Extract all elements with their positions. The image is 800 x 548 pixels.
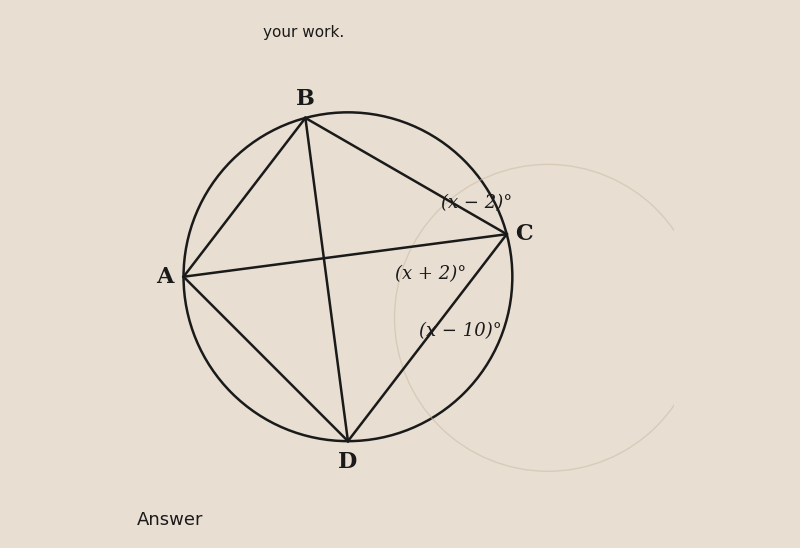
Text: C: C (515, 223, 533, 245)
Text: your work.: your work. (263, 25, 344, 39)
Text: B: B (296, 88, 315, 110)
Text: (x + 2)°: (x + 2)° (394, 265, 466, 283)
Text: (x − 10)°: (x − 10)° (419, 323, 502, 340)
Text: Answer: Answer (137, 511, 203, 529)
Text: (x − 2)°: (x − 2)° (441, 194, 512, 212)
Text: A: A (156, 266, 173, 288)
Text: D: D (338, 451, 358, 473)
